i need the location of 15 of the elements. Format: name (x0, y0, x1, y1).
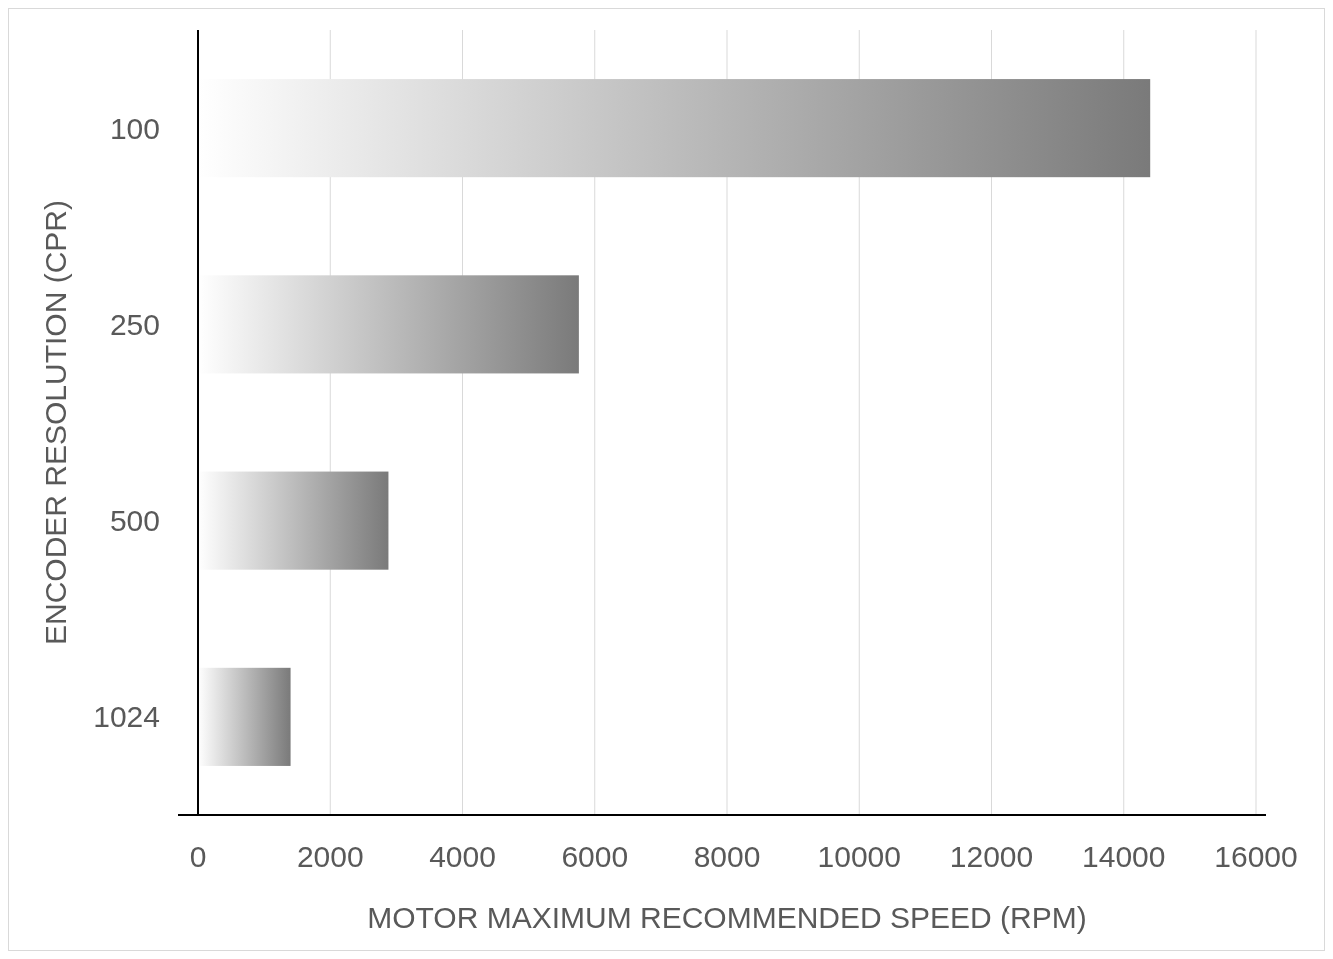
x-axis-title: MOTOR MAXIMUM RECOMMENDED SPEED (RPM) (367, 901, 1087, 934)
x-tick-label: 0 (189, 840, 207, 873)
x-tick-label: 10000 (817, 840, 901, 873)
x-tick-label: 16000 (1214, 840, 1298, 873)
x-tick-label: 14000 (1082, 840, 1166, 873)
y-tick-label: 100 (109, 111, 160, 145)
y-tick-label: 250 (109, 307, 160, 341)
x-tick-label: 4000 (429, 840, 496, 873)
x-tick-label: 8000 (693, 840, 761, 873)
y-tick-label: 500 (109, 504, 160, 538)
y-tick-label: 1024 (93, 700, 160, 734)
x-tick-label: 2000 (296, 840, 364, 873)
y-axis-title: ENCODER RESOLUTION (CPR) (39, 199, 72, 646)
x-tick-label: 6000 (561, 840, 629, 873)
x-tick-label: 12000 (949, 840, 1034, 873)
